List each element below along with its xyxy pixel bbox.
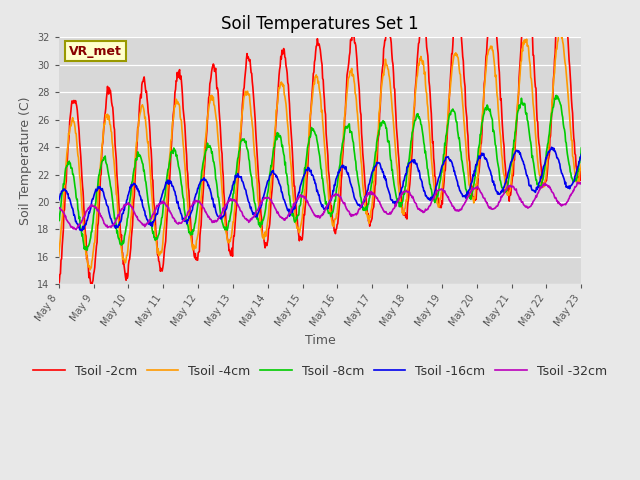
Legend: Tsoil -2cm, Tsoil -4cm, Tsoil -8cm, Tsoil -16cm, Tsoil -32cm: Tsoil -2cm, Tsoil -4cm, Tsoil -8cm, Tsoi… bbox=[28, 360, 612, 383]
X-axis label: Time: Time bbox=[305, 334, 335, 347]
Tsoil -16cm bbox=[506, 161, 514, 167]
Tsoil -2cm bbox=[113, 156, 120, 162]
Tsoil -4cm bbox=[577, 161, 585, 167]
Line: Tsoil -8cm: Tsoil -8cm bbox=[59, 96, 581, 250]
Tsoil -2cm bbox=[577, 168, 585, 174]
Tsoil -4cm bbox=[113, 192, 120, 197]
Tsoil -32cm bbox=[72, 227, 80, 232]
Text: VR_met: VR_met bbox=[69, 45, 122, 58]
Tsoil -32cm bbox=[191, 197, 199, 203]
Tsoil -4cm bbox=[278, 81, 286, 86]
Tsoil -32cm bbox=[577, 180, 585, 186]
Tsoil -16cm bbox=[191, 194, 199, 200]
Tsoil -4cm bbox=[86, 267, 94, 273]
Tsoil -16cm bbox=[78, 228, 86, 234]
Tsoil -2cm bbox=[428, 111, 435, 117]
Tsoil -2cm bbox=[191, 251, 199, 256]
Tsoil -8cm bbox=[428, 186, 435, 192]
Tsoil -8cm bbox=[552, 93, 560, 98]
Tsoil -2cm bbox=[278, 51, 286, 57]
Y-axis label: Soil Temperature (C): Soil Temperature (C) bbox=[19, 96, 31, 225]
Tsoil -32cm bbox=[574, 180, 582, 185]
Tsoil -2cm bbox=[55, 280, 63, 286]
Title: Soil Temperatures Set 1: Soil Temperatures Set 1 bbox=[221, 15, 419, 33]
Tsoil -4cm bbox=[449, 60, 457, 66]
Tsoil -8cm bbox=[506, 164, 514, 170]
Tsoil -8cm bbox=[83, 247, 91, 253]
Tsoil -4cm bbox=[191, 245, 199, 251]
Tsoil -32cm bbox=[428, 199, 435, 205]
Tsoil -16cm bbox=[449, 164, 457, 169]
Tsoil -32cm bbox=[113, 217, 120, 223]
Tsoil -32cm bbox=[449, 204, 457, 209]
Tsoil -8cm bbox=[449, 106, 457, 112]
Tsoil -16cm bbox=[278, 192, 286, 197]
Tsoil -8cm bbox=[55, 216, 63, 221]
Tsoil -4cm bbox=[55, 253, 63, 259]
Tsoil -4cm bbox=[506, 187, 514, 193]
Tsoil -16cm bbox=[113, 223, 120, 228]
Tsoil -8cm bbox=[191, 220, 199, 226]
Tsoil -16cm bbox=[548, 144, 556, 150]
Line: Tsoil -2cm: Tsoil -2cm bbox=[59, 0, 581, 286]
Tsoil -16cm bbox=[577, 152, 585, 157]
Tsoil -8cm bbox=[577, 145, 585, 151]
Line: Tsoil -4cm: Tsoil -4cm bbox=[59, 30, 581, 270]
Tsoil -2cm bbox=[88, 283, 95, 288]
Tsoil -16cm bbox=[428, 194, 435, 200]
Tsoil -4cm bbox=[556, 27, 563, 33]
Tsoil -16cm bbox=[55, 197, 63, 203]
Tsoil -2cm bbox=[506, 192, 514, 198]
Tsoil -8cm bbox=[278, 143, 286, 148]
Tsoil -2cm bbox=[449, 42, 457, 48]
Tsoil -4cm bbox=[428, 155, 435, 161]
Line: Tsoil -32cm: Tsoil -32cm bbox=[59, 182, 581, 229]
Tsoil -8cm bbox=[113, 222, 120, 228]
Tsoil -32cm bbox=[55, 205, 63, 211]
Line: Tsoil -16cm: Tsoil -16cm bbox=[59, 147, 581, 231]
Tsoil -32cm bbox=[506, 182, 514, 188]
Tsoil -32cm bbox=[278, 215, 286, 221]
